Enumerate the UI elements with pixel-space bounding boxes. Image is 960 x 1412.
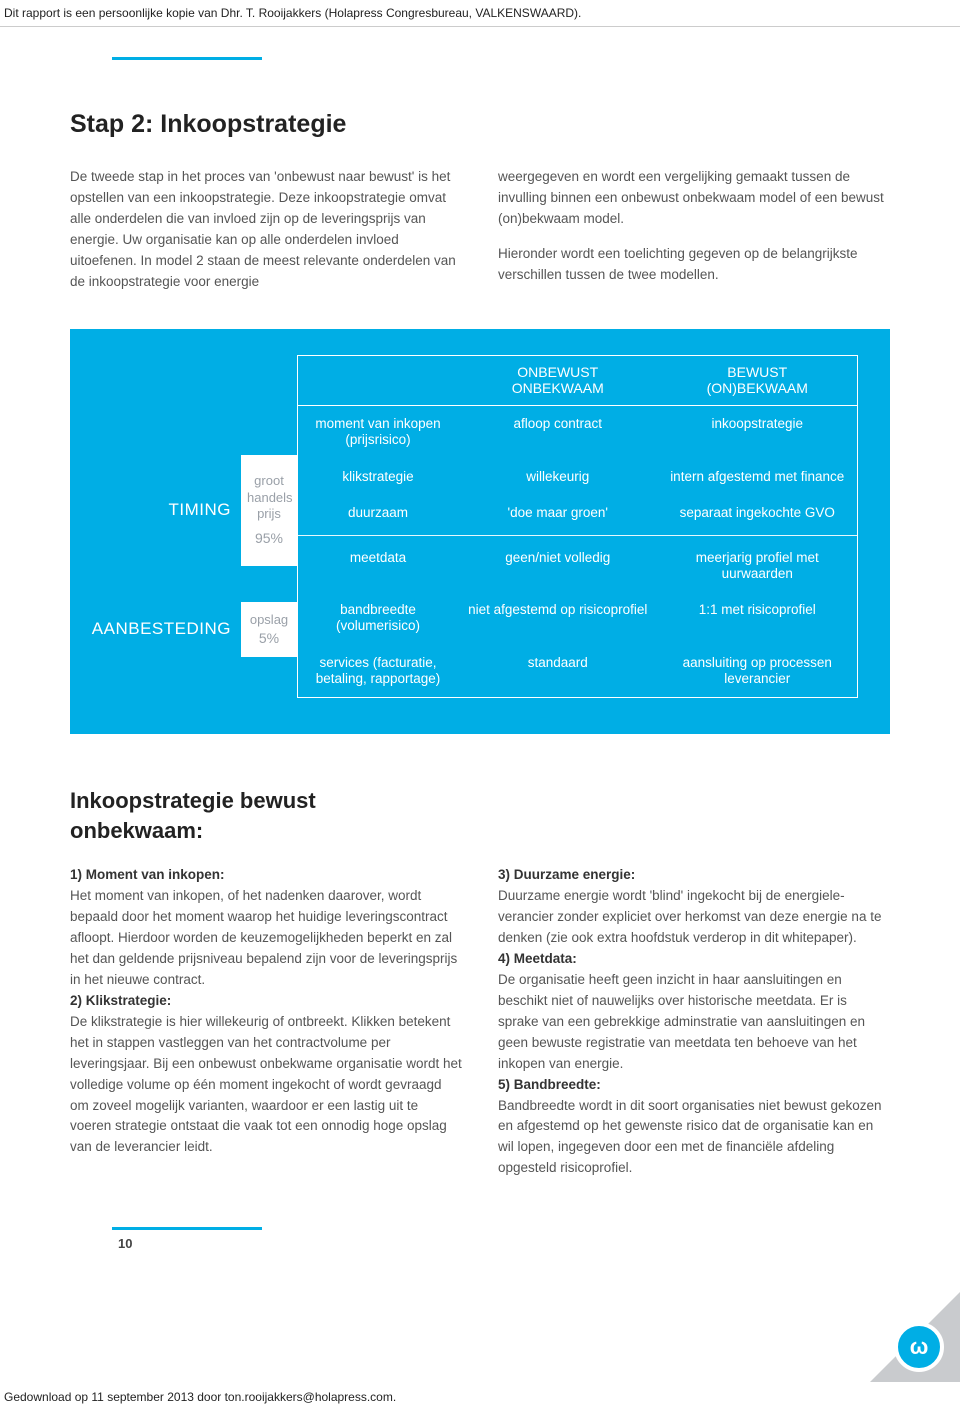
cell-b: willekeurig: [458, 469, 658, 485]
aanbesteding-row: AANBESTEDING opslag 5%: [82, 602, 297, 658]
aanb-box-l1: opslag: [249, 612, 289, 628]
cell-a: klikstrategie: [298, 469, 458, 485]
table-row: moment van inkopen (prijsrisico) afloop …: [298, 406, 857, 458]
body-right: 3) Duurzame energie: Duurzame energie wo…: [498, 865, 890, 1179]
body-h4: 4) Meetdata:: [498, 951, 577, 966]
body-columns: 1) Moment van inkopen: Het moment van in…: [70, 865, 890, 1179]
head-col-b: ONBEWUST ONBEKWAAM: [458, 356, 658, 406]
intro-right-p1: weergegeven en wordt een vergelijking ge…: [498, 167, 890, 230]
table-row: services (facturatie, betaling, rapporta…: [298, 645, 857, 697]
cell-c: inkoopstrategie: [658, 416, 858, 448]
page-number: 10: [118, 1236, 960, 1251]
timing-box: groot handels prijs 95%: [241, 455, 297, 565]
aanb-pct: 5%: [249, 630, 289, 648]
cell-b: afloop contract: [458, 416, 658, 448]
body-p4: De organisatie heeft geen inzicht in haa…: [498, 970, 890, 1075]
body-h1: 1) Moment van inkopen:: [70, 867, 225, 882]
table-row: klikstrategie willekeurig intern afgeste…: [298, 459, 857, 495]
cell-a: services (facturatie, betaling, rapporta…: [298, 655, 458, 687]
body-p5: Bandbreedte wordt in dit soort organisat…: [498, 1096, 890, 1180]
bottom-rule: [112, 1227, 262, 1230]
sub-title: Inkoopstrategie bewust onbekwaam:: [70, 786, 890, 845]
head-b-l2: ONBEKWAAM: [464, 380, 652, 397]
body-h5: 5) Bandbreedte:: [498, 1077, 601, 1092]
sub-title-l1: Inkoopstrategie bewust: [70, 788, 316, 813]
cell-c: intern afgestemd met finance: [658, 469, 858, 485]
footer-note: Gedownload op 11 september 2013 door ton…: [0, 1384, 400, 1408]
timing-box-l1: groot: [247, 473, 291, 489]
content-area: Stap 2: Inkoopstrategie De tweede stap i…: [70, 110, 890, 1179]
head-b-l1: ONBEWUST: [464, 364, 652, 381]
model-block: TIMING groot handels prijs 95% AANBESTED…: [70, 329, 890, 734]
cell-a: bandbreedte (volumerisico): [298, 602, 458, 634]
aanbesteding-box: opslag 5%: [241, 602, 297, 658]
body-left: 1) Moment van inkopen: Het moment van in…: [70, 865, 462, 1179]
timing-label: TIMING: [169, 500, 242, 520]
intro-right-p2: Hieronder wordt een toelichting gegeven …: [498, 244, 890, 286]
body-h3: 3) Duurzame energie:: [498, 867, 635, 882]
head-c-l1: BEWUST: [664, 364, 852, 381]
page-title: Stap 2: Inkoopstrategie: [70, 110, 890, 139]
body-h2: 2) Klikstrategie:: [70, 993, 171, 1008]
head-c-l2: (ON)BEKWAAM: [664, 380, 852, 397]
top-rule: [112, 57, 262, 60]
model-table-head: ONBEWUST ONBEKWAAM BEWUST (ON)BEKWAAM: [298, 356, 857, 407]
intro-left: De tweede stap in het proces van 'onbewu…: [70, 167, 462, 293]
table-separator: [298, 535, 857, 536]
cell-a: meetdata: [298, 550, 458, 582]
table-row: meetdata geen/niet volledig meerjarig pr…: [298, 540, 857, 592]
timing-row: TIMING groot handels prijs 95%: [82, 455, 297, 565]
body-p1: Het moment van inkopen, of het nadenken …: [70, 886, 462, 991]
head-col-a: [298, 356, 458, 406]
cell-c: separaat ingekochte GVO: [658, 505, 858, 521]
cell-b: geen/niet volledig: [458, 550, 658, 582]
cell-a: duurzaam: [298, 505, 458, 521]
table-row: bandbreedte (volumerisico) niet afgestem…: [298, 592, 857, 644]
model-table-body: moment van inkopen (prijsrisico) afloop …: [298, 406, 857, 697]
cell-a: moment van inkopen (prijsrisico): [298, 416, 458, 448]
header-note: Dit rapport is een persoonlijke kopie va…: [0, 0, 960, 27]
timing-pct: 95%: [247, 530, 291, 548]
sub-title-l2: onbekwaam:: [70, 818, 203, 843]
cell-c: aansluiting op processen leverancier: [658, 655, 858, 687]
aanbesteding-label: AANBESTEDING: [92, 619, 241, 639]
timing-box-l2: handels: [247, 490, 291, 506]
logo-badge-icon: ω: [894, 1322, 944, 1372]
cell-c: 1:1 met risicoprofiel: [658, 602, 858, 634]
cell-b: 'doe maar groen': [458, 505, 658, 521]
cell-c: meerjarig profiel met uurwaarden: [658, 550, 858, 582]
timing-box-l3: prijs: [247, 506, 291, 522]
body-p3: Duurzame energie wordt 'blind' ingekocht…: [498, 886, 890, 949]
intro-right: weergegeven en wordt een vergelijking ge…: [498, 167, 890, 293]
intro-columns: De tweede stap in het proces van 'onbewu…: [70, 167, 890, 293]
head-col-c: BEWUST (ON)BEKWAAM: [658, 356, 858, 406]
cell-b: niet afgestemd op risicoprofiel: [458, 602, 658, 634]
cell-b: standaard: [458, 655, 658, 687]
model-table: ONBEWUST ONBEKWAAM BEWUST (ON)BEKWAAM mo…: [297, 355, 858, 698]
body-p2: De klikstrategie is hier willekeurig of …: [70, 1012, 462, 1158]
model-left: TIMING groot handels prijs 95% AANBESTED…: [82, 355, 297, 698]
table-row: duurzaam 'doe maar groen' separaat ingek…: [298, 495, 857, 531]
